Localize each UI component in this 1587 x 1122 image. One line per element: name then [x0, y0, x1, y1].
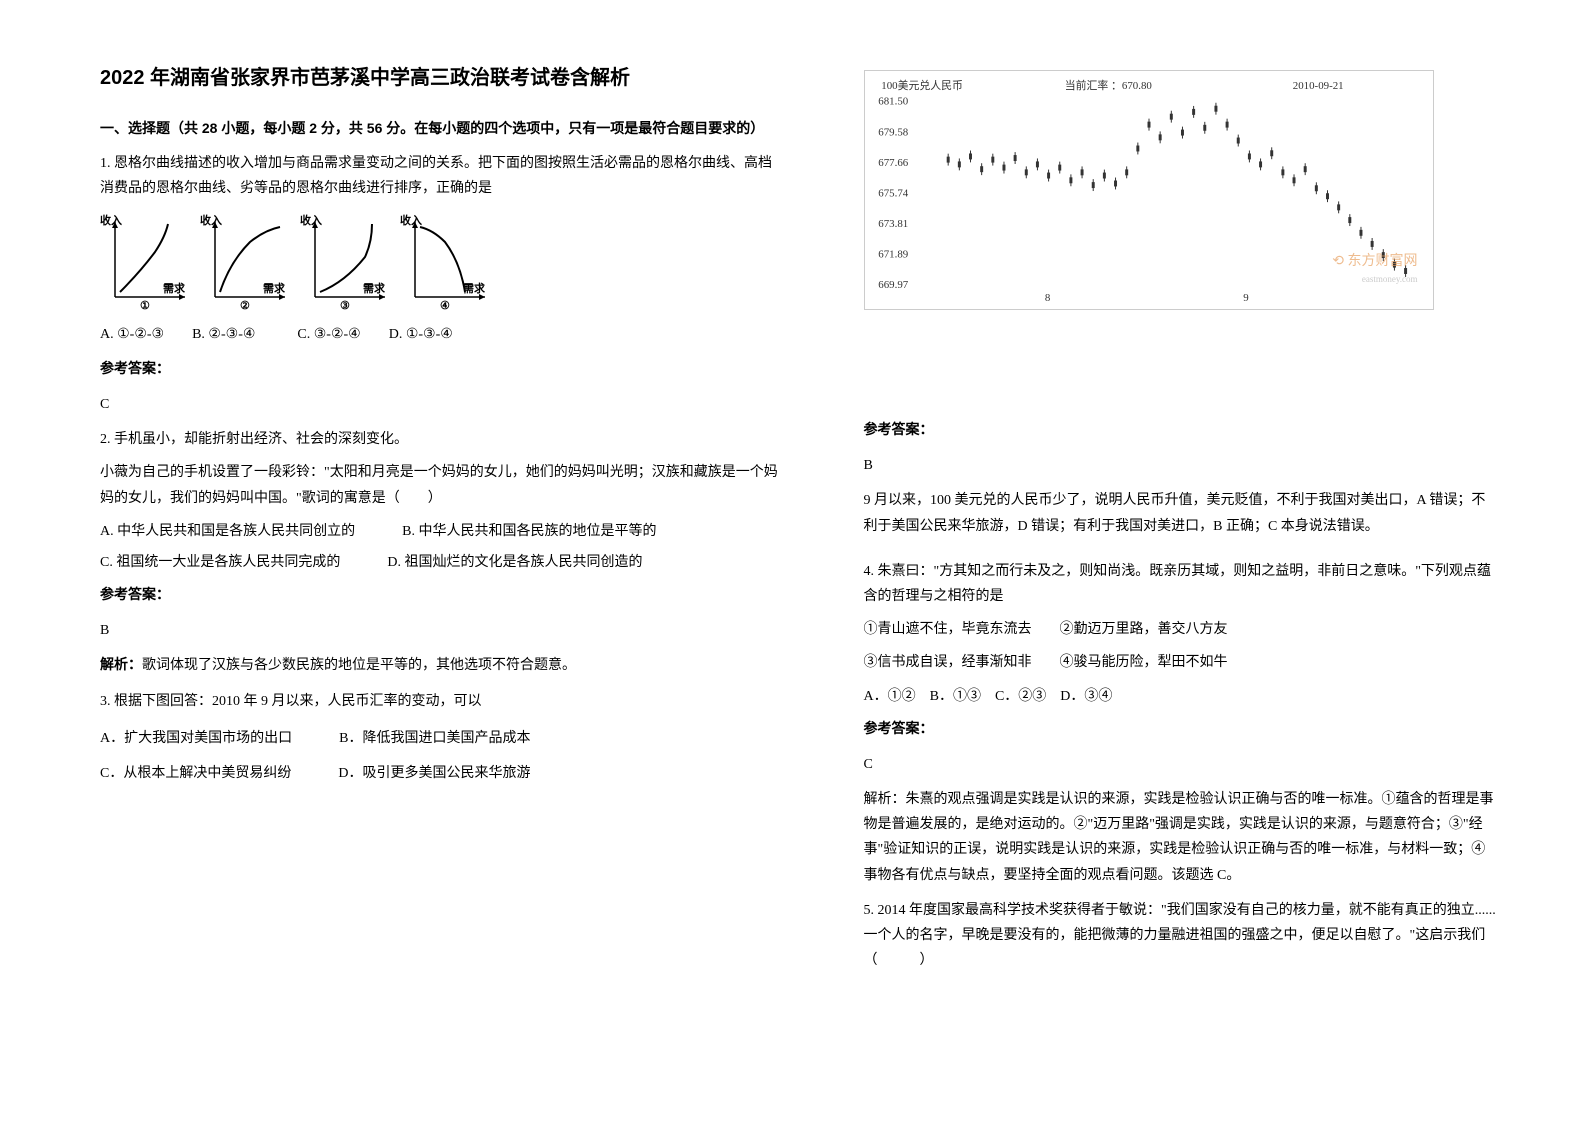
svg-text:675.74: 675.74 — [878, 187, 909, 199]
right-column: 100美元兑人民币 当前汇率 ：670.80 2010-09-21 681.50… — [824, 60, 1548, 1082]
q2-optA: A. 中华人民共和国是各族人民共同创立的 — [100, 524, 355, 539]
engel-chart-1: 收入 需求 ① — [100, 212, 190, 312]
currency-chart: 100美元兑人民币 当前汇率 ：670.80 2010-09-21 681.50… — [864, 70, 1434, 310]
question-5: 5. 2014 年度国家最高科学技术奖获得者于敏说："我们国家没有自己的核力量，… — [864, 898, 1498, 974]
chart-xlabel: 需求 — [263, 280, 285, 300]
chart-ylabel: 收入 — [300, 212, 322, 232]
q2-explain: 解析：歌词体现了汉族与各少数民族的地位是平等的，其他选项不符合题意。 — [100, 653, 784, 678]
q5-text: 5. 2014 年度国家最高科学技术奖获得者于敏说："我们国家没有自己的核力量，… — [864, 898, 1498, 974]
question-3: 3. 根据下图回答：2010 年 9 月以来，人民币汇率的变动，可以 A．扩大我… — [100, 689, 784, 787]
engel-chart-2: 收入 需求 ② — [200, 212, 290, 312]
q2-opts-ab: A. 中华人民共和国是各族人民共同创立的 B. 中华人民共和国各民族的地位是平等… — [100, 519, 784, 544]
q4-line1: ①青山遮不住，毕竟东流去 ②勤迈万里路，善交八方友 — [864, 617, 1498, 642]
q4-text: 4. 朱熹曰："方其知之而行未及之，则知尚浅。既亲历其域，则知之益明，非前日之意… — [864, 559, 1498, 609]
chart-ylabel: 收入 — [100, 212, 122, 232]
engel-chart-4: 收入 需求 ④ — [400, 212, 490, 312]
q2-answer: B — [100, 618, 784, 643]
watermark-text: 东方财富网 — [1348, 254, 1418, 269]
q1-answer: C — [100, 392, 784, 417]
chart-ylabel: 收入 — [400, 212, 422, 232]
q4-answer: C — [864, 752, 1498, 777]
answer-label: 参考答案： — [100, 357, 784, 382]
q2-explain-text: 歌词体现了汉族与各少数民族的地位是平等的，其他选项不符合题意。 — [142, 658, 576, 673]
q3-opts-ab: A．扩大我国对美国市场的出口 B．降低我国进口美国产品成本 — [100, 726, 784, 751]
chart-num-3: ③ — [340, 297, 350, 317]
page-title: 2022 年湖南省张家界市芭茅溪中学高三政治联考试卷含解析 — [100, 60, 784, 96]
q3-optD: D．吸引更多美国公民来华旅游 — [338, 766, 530, 781]
question-1: 1. 恩格尔曲线描述的收入增加与商品需求量变动之间的关系。把下面的图按照生活必需… — [100, 151, 784, 417]
q3-opts-cd: C．从根本上解决中美贸易纠纷 D．吸引更多美国公民来华旅游 — [100, 761, 784, 786]
q4-line2: ③信书成自误，经事渐知非 ④骏马能历险，犁田不如牛 — [864, 650, 1498, 675]
q4-options: A．①② B．①③ C．②③ D．③④ — [864, 684, 1498, 709]
q3-optB: B．降低我国进口美国产品成本 — [339, 731, 530, 746]
svg-text:681.50: 681.50 — [878, 96, 909, 108]
chart-num-4: ④ — [440, 297, 450, 317]
svg-text:8: 8 — [1044, 292, 1050, 304]
q3-answer: B — [864, 453, 1498, 478]
svg-text:677.66: 677.66 — [878, 157, 909, 169]
left-column: 2022 年湖南省张家界市芭茅溪中学高三政治联考试卷含解析 一、选择题（共 28… — [100, 60, 824, 1082]
q3-optC: C．从根本上解决中美贸易纠纷 — [100, 766, 291, 781]
q3-explain: 9 月以来，100 美元兑的人民币少了，说明人民币升值，美元贬值，不利于我国对美… — [864, 488, 1498, 538]
question-2: 2. 手机虽小，却能折射出经济、社会的深刻变化。 小薇为自己的手机设置了一段彩铃… — [100, 427, 784, 679]
chart-num-1: ① — [140, 297, 150, 317]
chart-xlabel: 需求 — [463, 280, 485, 300]
q2-optC: C. 祖国统一大业是各族人民共同完成的 — [100, 555, 340, 570]
q3-optA: A．扩大我国对美国市场的出口 — [100, 731, 292, 746]
q2-optD: D. 祖国灿烂的文化是各族人民共同创造的 — [387, 555, 642, 570]
svg-text:9: 9 — [1243, 292, 1248, 304]
watermark-sub: eastmoney.com — [1362, 271, 1418, 287]
answer-label: 参考答案： — [864, 717, 1498, 742]
q2-opts-cd: C. 祖国统一大业是各族人民共同完成的 D. 祖国灿烂的文化是各族人民共同创造的 — [100, 550, 784, 575]
q3-text: 3. 根据下图回答：2010 年 9 月以来，人民币汇率的变动，可以 — [100, 689, 784, 714]
q2-text: 2. 手机虽小，却能折射出经济、社会的深刻变化。 — [100, 427, 784, 452]
answer-label: 参考答案： — [864, 418, 1498, 443]
question-4: 4. 朱熹曰："方其知之而行未及之，则知尚浅。既亲历其域，则知之益明，非前日之意… — [864, 559, 1498, 888]
chart-title-mid: 当前汇率 ：670.80 — [1064, 78, 1152, 92]
chart-title-right: 2010-09-21 — [1292, 80, 1343, 92]
engel-charts-row: 收入 需求 ① 收入 — [100, 212, 784, 312]
chart-title-left: 100美元兑人民币 — [881, 78, 963, 92]
chart-xlabel: 需求 — [363, 280, 385, 300]
answer-label: 参考答案： — [100, 583, 784, 608]
chart-ylabel: 收入 — [200, 212, 222, 232]
q2-optB: B. 中华人民共和国各民族的地位是平等的 — [402, 524, 656, 539]
q2-text2: 小薇为自己的手机设置了一段彩铃："太阳和月亮是一个妈妈的女儿，她们的妈妈叫光明；… — [100, 460, 784, 510]
engel-chart-3: 收入 需求 ③ — [300, 212, 390, 312]
svg-text:669.97: 669.97 — [878, 279, 909, 291]
svg-text:671.89: 671.89 — [878, 249, 908, 261]
q1-text: 1. 恩格尔曲线描述的收入增加与商品需求量变动之间的关系。把下面的图按照生活必需… — [100, 151, 784, 201]
chart-num-2: ② — [240, 297, 250, 317]
svg-text:679.58: 679.58 — [878, 126, 909, 138]
section-heading: 一、选择题（共 28 小题，每小题 2 分，共 56 分。在每小题的四个选项中，… — [100, 116, 784, 141]
q1-options: A. ①-②-③ B. ②-③-④ C. ③-②-④ D. ①-③-④ — [100, 322, 784, 347]
q4-explain: 解析：朱熹的观点强调是实践是认识的来源，实践是检验认识正确与否的唯一标准。①蕴含… — [864, 787, 1498, 888]
svg-text:673.81: 673.81 — [878, 218, 908, 230]
explain-label: 解析： — [100, 658, 142, 673]
chart-xlabel: 需求 — [163, 280, 185, 300]
